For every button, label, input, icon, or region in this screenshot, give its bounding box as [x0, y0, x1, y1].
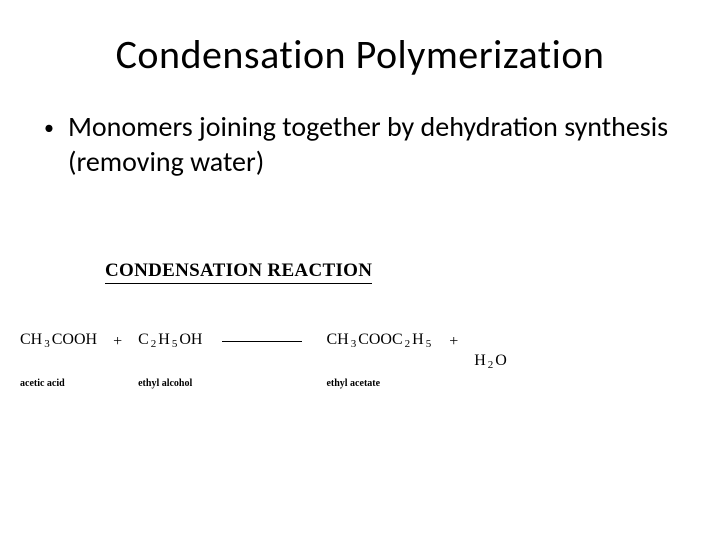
chemical-formula: C 2 H5 OH — [138, 332, 202, 348]
compound-label: ethyl alcohol — [138, 378, 192, 389]
reaction-heading-wrap: CONDENSATION REACTION — [105, 260, 710, 284]
plus-sign: + — [113, 333, 122, 351]
reaction-heading: CONDENSATION REACTION — [105, 260, 372, 284]
bullet-item: • Monomers joining together by dehydrati… — [44, 109, 680, 179]
reaction-equation: CH 3 COOH acetic acid + C 2 H5 OH ethyl alco… — [20, 332, 710, 389]
reaction-term: H2 O — [474, 353, 507, 369]
reaction-term: CH 3 COOH acetic acid — [20, 332, 97, 389]
plus-sign: + — [449, 333, 458, 351]
bullet-marker: • — [44, 116, 54, 141]
compound-label: acetic acid — [20, 378, 65, 389]
reaction-term: CH 3 COOC 2 H5 ethyl acetate — [326, 332, 433, 389]
chemical-formula: CH 3 COOH — [20, 332, 97, 348]
compound-label: ethyl acetate — [326, 378, 380, 389]
slide: Condensation Polymerization • Monomers j… — [0, 0, 720, 540]
reaction-term: C 2 H5 OH ethyl alcohol — [138, 332, 202, 389]
slide-title: Condensation Polymerization — [40, 30, 680, 79]
chemical-formula: H2 O — [474, 353, 507, 369]
reaction-arrow — [222, 341, 302, 342]
chemical-formula: CH 3 COOC 2 H5 — [326, 332, 433, 348]
reaction-diagram: CONDENSATION REACTION CH 3 COOH acetic ac… — [10, 260, 710, 389]
bullet-text: Monomers joining together by dehydration… — [68, 109, 680, 179]
